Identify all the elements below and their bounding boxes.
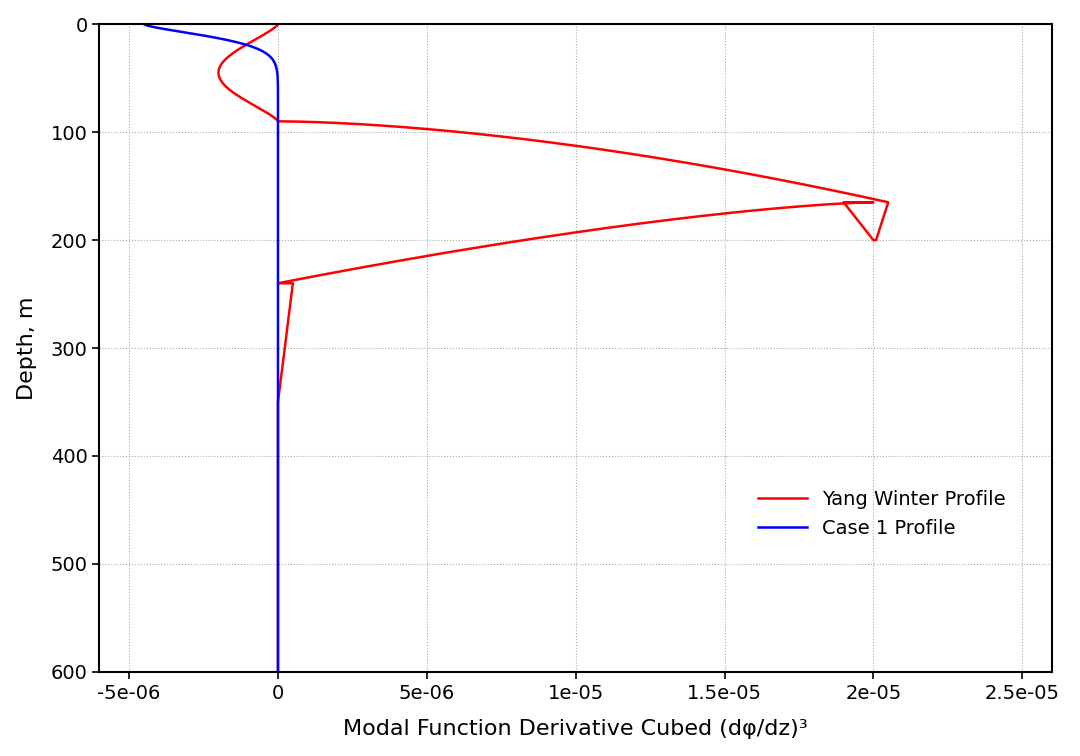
Yang Winter Profile [877, 212, 890, 221]
X-axis label: Modal Function Derivative Cubed (dφ/dz)³: Modal Function Derivative Cubed (dφ/dz)³ [343, 719, 808, 739]
Yang Winter Profile [215, 77, 228, 86]
Case 1 Profile [271, 648, 284, 657]
Y-axis label: Depth, m: Depth, m [16, 296, 37, 400]
Case 1 Profile [271, 649, 284, 658]
Case 1 Profile [271, 668, 284, 677]
Yang Winter Profile [271, 20, 284, 29]
Case 1 Profile [265, 53, 278, 62]
Case 1 Profile [137, 20, 150, 29]
Legend: Yang Winter Profile, Case 1 Profile: Yang Winter Profile, Case 1 Profile [751, 482, 1014, 546]
Line: Yang Winter Profile: Yang Winter Profile [218, 24, 888, 672]
Line: Case 1 Profile: Case 1 Profile [144, 24, 278, 672]
Case 1 Profile [271, 318, 284, 327]
Yang Winter Profile [870, 234, 883, 243]
Case 1 Profile [271, 335, 284, 344]
Yang Winter Profile [874, 223, 887, 232]
Case 1 Profile [271, 530, 284, 539]
Yang Winter Profile [689, 212, 702, 222]
Yang Winter Profile [271, 668, 284, 677]
Yang Winter Profile [217, 57, 230, 67]
